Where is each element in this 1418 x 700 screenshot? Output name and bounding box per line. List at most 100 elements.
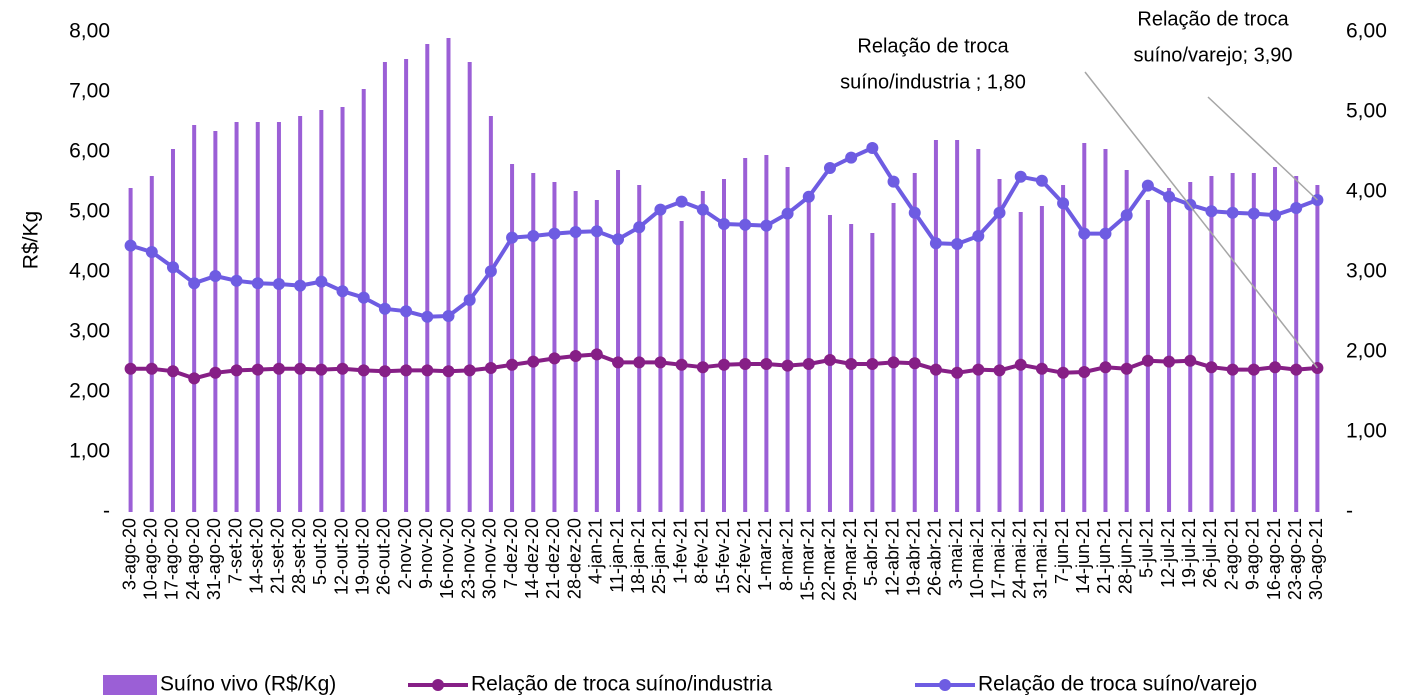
marker <box>251 277 264 290</box>
bar <box>1103 149 1108 512</box>
bar <box>700 191 705 512</box>
x-tick-label: 24-ago-20 <box>183 518 203 600</box>
leader-line <box>1207 96 1318 201</box>
marker <box>1078 366 1091 378</box>
marker <box>1163 190 1176 203</box>
marker <box>1184 354 1197 367</box>
marker <box>400 364 413 377</box>
x-tick-label: 21-dez-20 <box>543 518 563 599</box>
y-tick-label: 3,00 <box>69 320 110 343</box>
marker <box>442 310 455 322</box>
bar <box>149 176 154 512</box>
marker <box>166 365 179 378</box>
marker <box>929 237 942 250</box>
y-tick-label: 4,00 <box>69 260 110 283</box>
marker <box>1205 205 1218 218</box>
x-tick-label: 14-set-20 <box>247 518 267 594</box>
x-tick-label: 30-ago-21 <box>1306 518 1326 600</box>
marker <box>972 230 985 242</box>
x-tick-label: 1-fev-21 <box>670 518 690 584</box>
marker <box>506 231 519 244</box>
marker <box>294 362 307 375</box>
x-tick-label: 19-jul-21 <box>1179 518 1199 588</box>
marker <box>675 358 688 371</box>
x-tick-label: 12-out-20 <box>331 518 351 595</box>
x-tick-label: 8-mar-21 <box>776 518 796 591</box>
x-tick-label: 19-abr-21 <box>903 518 923 596</box>
bar <box>1230 173 1235 512</box>
marker <box>1078 227 1091 240</box>
marker <box>124 239 137 252</box>
x-tick-label: 15-fev-21 <box>713 518 733 594</box>
x-tick-label: 24-mai-21 <box>1009 518 1029 599</box>
x-tick-label: 21-set-20 <box>268 518 288 594</box>
x-tick-label: 9-nov-20 <box>416 518 436 589</box>
y2-tick-label: 3,00 <box>1346 260 1387 283</box>
bar <box>425 44 430 512</box>
bar <box>531 173 536 512</box>
marker <box>1120 362 1133 375</box>
marker <box>357 364 370 377</box>
x-tick-label: 7-dez-20 <box>501 518 521 589</box>
y-tick-label: 7,00 <box>69 80 110 103</box>
bar <box>1251 173 1256 512</box>
x-tick-label: 7-set-20 <box>225 518 245 584</box>
marker <box>315 363 328 376</box>
x-tick-label: 10-ago-20 <box>141 518 161 600</box>
marker <box>272 278 285 290</box>
y2-tick-label: 4,00 <box>1346 180 1387 203</box>
y2-tick-label: 1,00 <box>1346 420 1387 443</box>
legend-label: Relação de troca suíno/industria <box>471 673 772 696</box>
marker <box>421 310 434 323</box>
marker <box>696 361 709 374</box>
x-tick-label: 5-out-20 <box>310 518 330 585</box>
bar <box>234 122 239 512</box>
marker <box>569 350 582 362</box>
x-tick-label: 5-abr-21 <box>861 518 881 586</box>
bar <box>785 167 790 512</box>
x-tick-label: 17-ago-20 <box>162 518 182 600</box>
x-tick-label: 2-nov-20 <box>395 518 415 589</box>
bar <box>912 173 917 512</box>
x-tick-label: 18-jan-21 <box>628 518 648 594</box>
bar <box>722 179 726 512</box>
x-tick-label: 16-nov-20 <box>437 518 457 599</box>
bar <box>1294 176 1299 512</box>
bar <box>997 179 1002 512</box>
x-tick-label: 15-mar-21 <box>798 518 818 601</box>
marker <box>1057 366 1070 379</box>
bar <box>976 149 981 512</box>
leader-line <box>1084 71 1318 369</box>
marker <box>506 358 519 371</box>
bar <box>1209 176 1214 512</box>
x-tick-label: 2-ago-21 <box>1221 518 1241 590</box>
bar <box>170 149 175 512</box>
x-tick-label: 26-abr-21 <box>925 518 945 596</box>
marker <box>230 364 243 377</box>
x-tick-label: 10-mai-21 <box>967 518 987 599</box>
marker <box>802 358 815 370</box>
legend-label: Suíno vivo (R$/Kg) <box>160 673 336 696</box>
marker <box>1099 361 1112 374</box>
bar <box>1124 170 1129 512</box>
marker <box>760 219 773 232</box>
marker <box>548 352 561 365</box>
x-tick-label: 22-fev-21 <box>734 518 754 594</box>
x-tick-label: 8-fev-21 <box>692 518 712 584</box>
bar <box>1273 167 1278 512</box>
marker <box>166 261 179 274</box>
marker <box>378 365 391 378</box>
marker <box>1290 363 1303 376</box>
y-tick-label: - <box>103 500 110 523</box>
bar <box>1061 185 1066 512</box>
x-tick-label: 12-jul-21 <box>1158 518 1178 588</box>
marker <box>951 238 964 250</box>
bar <box>933 140 938 512</box>
marker <box>760 358 773 370</box>
marker <box>1247 363 1260 376</box>
x-tick-label: 4-jan-21 <box>586 518 606 584</box>
annotation: suíno/varejo; 3,90 <box>1134 44 1293 66</box>
marker <box>633 356 646 369</box>
y-tick-label: 8,00 <box>69 20 110 43</box>
marker <box>845 358 858 370</box>
